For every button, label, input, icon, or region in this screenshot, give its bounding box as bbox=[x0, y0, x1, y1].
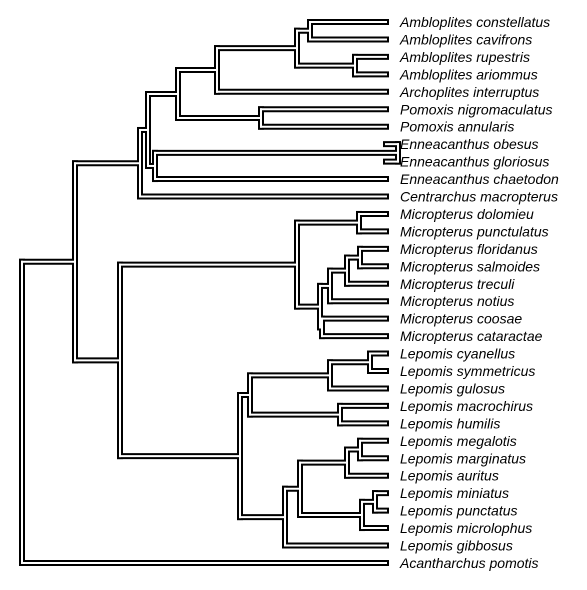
taxon-label: Micropterus dolomieu bbox=[400, 206, 534, 222]
taxon-label: Enneacanthus chaetodon bbox=[400, 171, 559, 187]
taxon-label: Micropterus coosae bbox=[400, 311, 522, 327]
taxon-label: Micropterus cataractae bbox=[400, 328, 543, 344]
taxon-label: Lepomis auritus bbox=[400, 468, 499, 484]
taxon-label: Enneacanthus obesus bbox=[400, 136, 539, 152]
taxon-label: Ambloplites cavifrons bbox=[399, 31, 532, 47]
taxon-label: Lepomis macrochirus bbox=[400, 398, 533, 414]
taxon-label: Acantharchus pomotis bbox=[399, 555, 539, 571]
taxon-label: Lepomis symmetricus bbox=[400, 363, 535, 379]
taxon-label: Ambloplites rupestris bbox=[399, 49, 530, 65]
taxon-label: Lepomis marginatus bbox=[400, 450, 526, 466]
taxon-label: Enneacanthus gloriosus bbox=[400, 154, 549, 170]
taxon-label: Lepomis punctatus bbox=[400, 503, 518, 519]
taxon-label: Pomoxis nigromaculatus bbox=[400, 101, 553, 117]
taxon-label: Lepomis microlophus bbox=[400, 520, 532, 536]
taxon-label: Lepomis cyanellus bbox=[400, 346, 515, 362]
taxon-label: Lepomis humilis bbox=[400, 415, 500, 431]
taxon-label: Lepomis miniatus bbox=[400, 485, 509, 501]
taxon-label: Centrarchus macropterus bbox=[400, 189, 558, 205]
taxon-label: Micropterus punctulatus bbox=[400, 223, 549, 239]
taxon-label: Ambloplites ariommus bbox=[399, 66, 538, 82]
taxon-label: Lepomis gulosus bbox=[400, 380, 505, 396]
taxon-label: Ambloplites constellatus bbox=[399, 14, 550, 30]
taxon-label: Lepomis gibbosus bbox=[400, 538, 513, 554]
branches bbox=[19, 19, 401, 566]
taxon-label: Pomoxis annularis bbox=[400, 119, 514, 135]
taxon-label: Micropterus floridanus bbox=[400, 241, 538, 257]
taxon-label: Archoplites interruptus bbox=[399, 84, 539, 100]
taxon-label: Micropterus notius bbox=[400, 293, 514, 309]
taxon-label: Micropterus salmoides bbox=[400, 258, 540, 274]
taxon-label: Lepomis megalotis bbox=[400, 433, 517, 449]
taxon-label: Micropterus treculi bbox=[400, 276, 515, 292]
